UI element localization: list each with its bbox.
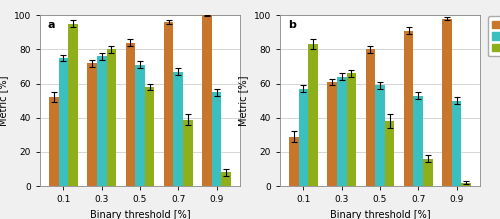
Bar bbox=[375, 85, 385, 186]
Bar bbox=[68, 24, 78, 186]
Bar bbox=[126, 43, 135, 186]
Bar bbox=[328, 82, 337, 186]
Bar bbox=[145, 87, 154, 186]
Bar bbox=[222, 173, 231, 186]
Y-axis label: Metric [%]: Metric [%] bbox=[0, 76, 8, 126]
Bar bbox=[289, 137, 298, 186]
Bar bbox=[202, 15, 212, 186]
Bar bbox=[183, 120, 192, 186]
Bar bbox=[174, 72, 183, 186]
Bar bbox=[452, 101, 462, 186]
Text: b: b bbox=[288, 20, 296, 30]
Text: a: a bbox=[48, 20, 56, 30]
Bar bbox=[97, 56, 106, 186]
X-axis label: Binary threshold [%]: Binary threshold [%] bbox=[330, 210, 430, 219]
Y-axis label: Metric [%]: Metric [%] bbox=[238, 76, 248, 126]
Bar bbox=[49, 97, 58, 186]
Bar bbox=[212, 92, 222, 186]
Bar bbox=[385, 121, 394, 186]
Legend: TNR, Balanced accuracy, TPR: TNR, Balanced accuracy, TPR bbox=[488, 16, 500, 57]
Bar bbox=[106, 49, 116, 186]
Bar bbox=[164, 22, 173, 186]
Bar bbox=[58, 58, 68, 186]
Bar bbox=[308, 44, 318, 186]
Bar bbox=[404, 31, 413, 186]
Bar bbox=[88, 63, 97, 186]
Bar bbox=[337, 77, 346, 186]
Bar bbox=[298, 89, 308, 186]
X-axis label: Binary threshold [%]: Binary threshold [%] bbox=[90, 210, 190, 219]
Bar bbox=[366, 49, 375, 186]
Bar bbox=[442, 19, 452, 186]
Bar bbox=[423, 159, 432, 186]
Bar bbox=[462, 183, 471, 186]
Bar bbox=[135, 65, 145, 186]
Bar bbox=[414, 96, 423, 186]
Bar bbox=[346, 73, 356, 186]
